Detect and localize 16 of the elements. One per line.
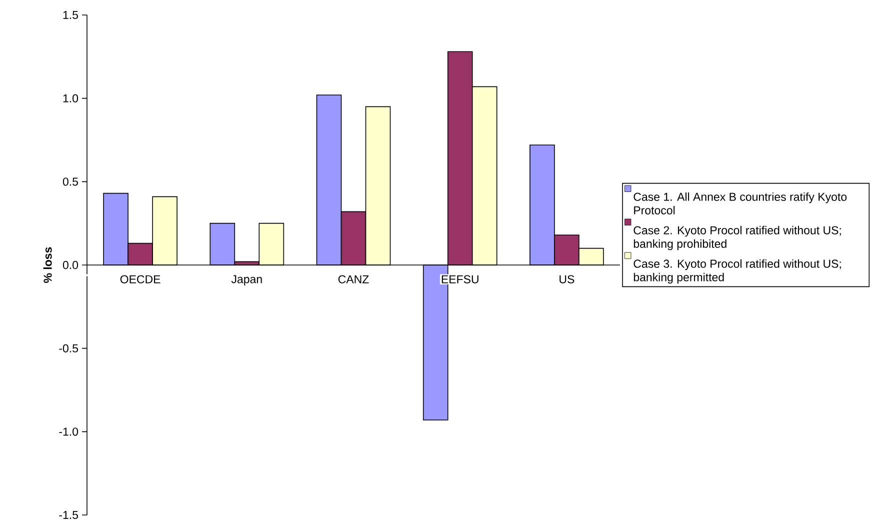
y-axis-title: % loss <box>43 247 52 283</box>
legend-label: Case 3. Kyoto Procol ratified without US; banking permitted <box>634 259 841 284</box>
x-tick-label: CANZ <box>338 275 369 284</box>
y-tick-label: -1.0 <box>59 428 78 436</box>
x-tick-label: US <box>560 275 574 284</box>
y-tick-label: 1.0 <box>63 94 78 102</box>
legend-label: Case 1. All Annex B countries ratify Kyoto Protocol <box>634 192 847 214</box>
x-tick-label: OECDE <box>120 275 160 284</box>
y-tick-label: 0.0 <box>62 260 78 270</box>
y-tick-label: 1.5 <box>63 10 78 20</box>
x-tick-label: Japan <box>231 275 262 286</box>
y-tick-label: 0.5 <box>62 178 78 186</box>
y-tick-label: -0.5 <box>59 344 78 352</box>
legend-label: Case 2. Kyoto Procol ratified without US; banking prohibited <box>634 226 841 250</box>
x-tick-label: EEFSU <box>442 275 478 284</box>
y-tick-label: -1.5 <box>59 510 78 520</box>
